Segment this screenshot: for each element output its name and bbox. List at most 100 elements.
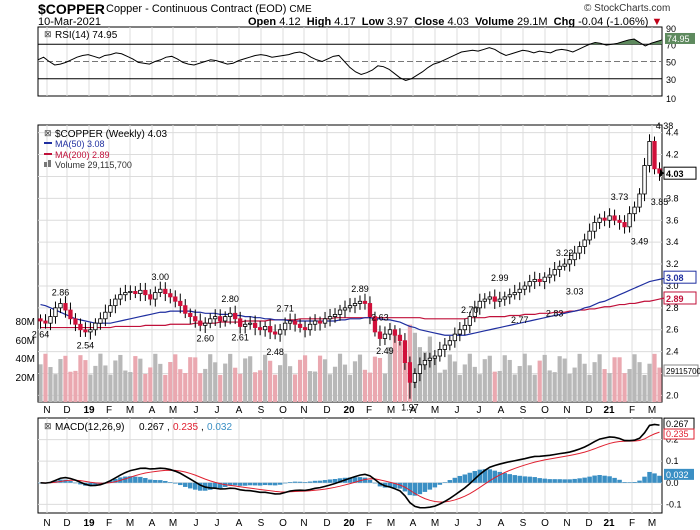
- volume-legend: Volume 29,115,700: [55, 160, 132, 170]
- volume-bar: [337, 353, 343, 402]
- macd-histogram-bar: [387, 482, 393, 488]
- candle-body: [562, 263, 567, 267]
- volume-tick: 60M: [16, 336, 35, 347]
- ma50-line: [40, 276, 670, 336]
- rsi-line: [37, 38, 663, 82]
- macd-histogram-bar: [412, 482, 418, 496]
- macd-x-label: A: [410, 518, 417, 529]
- macd-x-label: J: [215, 518, 220, 529]
- price-tick: 3.4: [666, 237, 679, 247]
- macd-legend: ,: [167, 422, 170, 433]
- volume-bar: [522, 353, 527, 402]
- macd-histogram-bar: [592, 475, 597, 483]
- macd-histogram-bar: [407, 482, 413, 496]
- volume-bar: [657, 367, 662, 402]
- candle-body: [68, 309, 73, 320]
- candle-body: [507, 294, 512, 298]
- volume-bar: [238, 373, 243, 402]
- volume-bar: [223, 363, 228, 402]
- candle-body: [302, 327, 308, 331]
- volume-bar: [48, 367, 53, 402]
- macd-histogram-bar: [632, 481, 637, 483]
- macd-histogram-bar: [472, 471, 478, 483]
- macd-histogram-bar: [242, 482, 248, 486]
- candle-body: [188, 312, 193, 318]
- price-tick: 3.6: [666, 215, 679, 225]
- candle-body: [58, 303, 63, 309]
- price-annotation: 2.63: [371, 312, 389, 322]
- candle-body: [627, 213, 632, 228]
- macd-histogram-bar: [352, 477, 358, 483]
- signal-last-value: 0.235: [666, 429, 689, 439]
- candle-body: [218, 316, 223, 322]
- macd-histogram-bar: [487, 469, 493, 483]
- macd-histogram-bar: [207, 482, 213, 490]
- volume-bar: [253, 372, 258, 402]
- macd-histogram-bar: [302, 482, 308, 483]
- price-x-label: M: [126, 405, 134, 416]
- macd-histogram-bar: [282, 482, 288, 484]
- macd-x-label: S: [520, 518, 527, 529]
- candle-body: [168, 293, 173, 298]
- candle-body: [88, 329, 93, 333]
- macd-histogram-bar: [108, 480, 113, 483]
- volume-bar: [477, 374, 482, 402]
- macd-histogram-bar: [567, 479, 572, 483]
- price-x-label: J: [455, 405, 460, 416]
- macd-x-label: M: [648, 518, 656, 529]
- macd-histogram-bar: [227, 482, 233, 486]
- symbol-description: Copper - Continuous Contract (EOD) CME: [106, 3, 312, 15]
- hist-last-badge: [664, 468, 694, 480]
- candle-body: [547, 274, 552, 278]
- candle-body: [178, 300, 183, 307]
- volume-bar: [577, 353, 582, 402]
- macd-x-label: A: [498, 518, 505, 529]
- volume-bar: [422, 352, 427, 402]
- volume-bar: [642, 374, 647, 402]
- candle-body: [337, 309, 343, 315]
- rsi-tick: 50: [666, 58, 676, 68]
- volume-bar: [327, 374, 333, 402]
- macd-histogram-bar: [158, 480, 163, 483]
- macd-histogram-bar: [447, 480, 453, 483]
- price-annotation: 2.61: [231, 333, 249, 343]
- volume-bar: [552, 372, 557, 402]
- macd-histogram-bar: [597, 475, 602, 483]
- volume-bar: [312, 371, 318, 402]
- macd-x-label: J: [455, 518, 460, 529]
- candle-body: [118, 294, 123, 300]
- candle-body: [342, 307, 348, 311]
- candle-body: [492, 296, 497, 302]
- macd-histogram-bar: [247, 482, 253, 486]
- macd-histogram-bar: [457, 475, 463, 483]
- candle-body: [73, 318, 78, 325]
- macd-histogram-bar: [612, 477, 617, 483]
- volume-bar: [163, 374, 168, 402]
- volume-bar: [148, 367, 153, 402]
- rsi-toggle-icon: ⊠: [44, 29, 52, 39]
- candle-body: [63, 303, 68, 311]
- volume-bar: [352, 361, 358, 402]
- price-x-label: D: [63, 405, 70, 416]
- candle-body: [642, 165, 647, 195]
- high-value: 4.17: [334, 16, 356, 28]
- volume-bar: [278, 365, 283, 402]
- price-annotation: 3.85: [651, 197, 669, 207]
- macd-histogram-bar: [113, 478, 118, 483]
- volume-bar: [178, 369, 183, 402]
- open-value: 4.12: [279, 16, 301, 28]
- price-annotation: 2.86: [52, 287, 70, 297]
- volume-bar: [452, 361, 457, 402]
- rsi-tick: 90: [666, 24, 676, 34]
- price-annotation: 4.38: [656, 121, 674, 131]
- chart-date: 10-Mar-2021: [38, 16, 101, 28]
- volume-bar: [582, 363, 587, 402]
- macd-histogram-bar: [307, 481, 313, 483]
- copyright: © StockCharts.com: [584, 3, 671, 14]
- candle-body: [412, 373, 418, 383]
- macd-histogram-bar: [652, 473, 657, 483]
- candle-body: [128, 291, 133, 293]
- macd-x-label: M: [431, 518, 439, 529]
- candle-body: [158, 288, 163, 293]
- volume-bar: [567, 373, 572, 402]
